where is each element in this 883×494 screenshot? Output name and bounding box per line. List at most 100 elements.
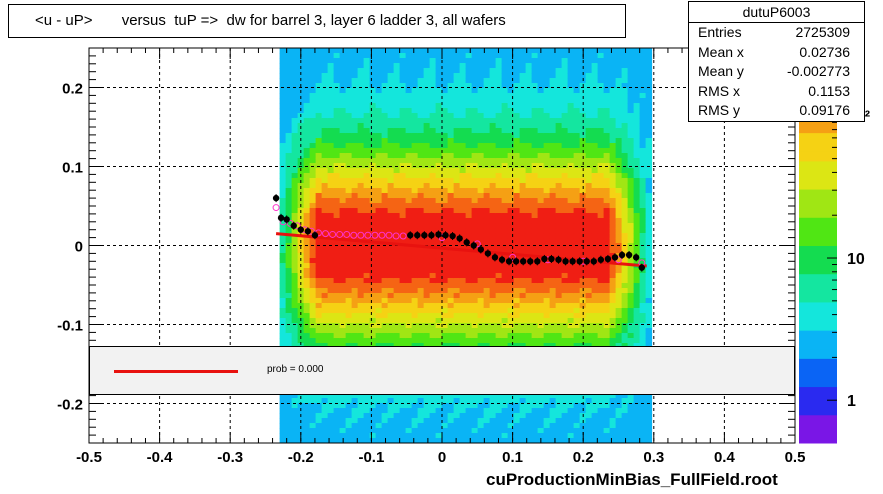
heatmap-cell <box>369 193 377 199</box>
heatmap-cell <box>399 73 407 79</box>
heatmap-cell <box>525 133 533 139</box>
heatmap-cell <box>453 263 461 269</box>
heatmap-cell <box>339 128 347 134</box>
heatmap-cell <box>603 78 611 84</box>
heatmap-cell <box>603 208 611 214</box>
heatmap-cell <box>285 148 293 154</box>
heatmap-cell <box>597 303 605 309</box>
heatmap-cell <box>585 438 593 444</box>
heatmap-cell <box>477 393 485 399</box>
heatmap-cell <box>279 318 287 324</box>
heatmap-cell <box>435 148 443 154</box>
heatmap-cell <box>507 208 515 214</box>
heatmap-cell <box>447 288 455 294</box>
heatmap-cell <box>447 178 455 184</box>
heatmap-cell <box>597 58 605 64</box>
heatmap-cell <box>489 418 497 424</box>
heatmap-cell <box>561 398 569 404</box>
heatmap-cell <box>453 343 461 349</box>
heatmap-cell <box>507 273 515 279</box>
heatmap-cell <box>633 83 641 89</box>
heatmap-cell <box>387 208 395 214</box>
heatmap-cell <box>591 103 599 109</box>
heatmap-cell <box>321 253 329 259</box>
heatmap-cell <box>285 333 293 339</box>
heatmap-cell <box>333 438 341 444</box>
heatmap-cell <box>387 238 395 244</box>
heatmap-cell <box>459 338 467 344</box>
heatmap-cell <box>591 333 599 339</box>
heatmap-cell <box>339 73 347 79</box>
heatmap-cell <box>363 298 371 304</box>
heatmap-cell <box>555 198 563 204</box>
heatmap-cell <box>591 88 599 94</box>
heatmap-cell <box>537 263 545 269</box>
heatmap-cell <box>537 103 545 109</box>
heatmap-cell <box>285 78 293 84</box>
heatmap-cell <box>609 168 617 174</box>
heatmap-cell <box>531 213 539 219</box>
heatmap-cell <box>297 393 305 399</box>
heatmap-cell <box>441 258 449 264</box>
heatmap-cell <box>453 288 461 294</box>
heatmap-cell <box>591 418 599 424</box>
heatmap-cell <box>441 108 449 114</box>
heatmap-cell <box>399 268 407 274</box>
heatmap-cell <box>567 73 575 79</box>
heatmap-cell <box>597 298 605 304</box>
heatmap-cell <box>501 158 509 164</box>
heatmap-cell <box>639 258 647 264</box>
heatmap-cell <box>633 93 641 99</box>
heatmap-cell <box>639 123 647 129</box>
heatmap-cell <box>579 123 587 129</box>
heatmap-cell <box>507 63 515 69</box>
heatmap-cell <box>441 88 449 94</box>
heatmap-cell <box>585 73 593 79</box>
heatmap-cell <box>483 438 491 444</box>
heatmap-cell <box>495 188 503 194</box>
heatmap-cell <box>303 303 311 309</box>
heatmap-cell <box>543 123 551 129</box>
heatmap-cell <box>303 438 311 444</box>
heatmap-cell <box>357 228 365 234</box>
heatmap-cell <box>333 168 341 174</box>
heatmap-cell <box>381 228 389 234</box>
heatmap-cell <box>609 313 617 319</box>
heatmap-cell <box>471 228 479 234</box>
heatmap-cell <box>561 63 569 69</box>
heatmap-cell <box>423 168 431 174</box>
heatmap-cell <box>315 328 323 334</box>
heatmap-cell <box>531 278 539 284</box>
heatmap-cell <box>573 398 581 404</box>
heatmap-cell <box>309 203 317 209</box>
heatmap-cell <box>399 108 407 114</box>
heatmap-cell <box>579 403 587 409</box>
heatmap-cell <box>363 178 371 184</box>
heatmap-cell <box>279 163 287 169</box>
heatmap-cell <box>531 318 539 324</box>
heatmap-cell <box>309 148 317 154</box>
heatmap-cell <box>279 408 287 414</box>
heatmap-cell <box>393 188 401 194</box>
heatmap-cell <box>387 253 395 259</box>
heatmap-cell <box>471 158 479 164</box>
heatmap-cell <box>321 138 329 144</box>
heatmap-cell <box>423 423 431 429</box>
heatmap-cell <box>567 343 575 349</box>
heatmap-cell <box>615 288 623 294</box>
heatmap-cell <box>315 308 323 314</box>
heatmap-cell <box>405 313 413 319</box>
heatmap-cell <box>351 123 359 129</box>
heatmap-cell <box>591 208 599 214</box>
heatmap-cell <box>519 208 527 214</box>
heatmap-cell <box>477 198 485 204</box>
heatmap-cell <box>327 163 335 169</box>
profile-point <box>456 235 463 242</box>
heatmap-cell <box>381 123 389 129</box>
heatmap-cell <box>639 183 647 189</box>
heatmap-cell <box>513 423 521 429</box>
heatmap-cell <box>537 73 545 79</box>
heatmap-cell <box>513 398 521 404</box>
heatmap-cell <box>453 48 461 54</box>
heatmap-cell <box>477 173 485 179</box>
